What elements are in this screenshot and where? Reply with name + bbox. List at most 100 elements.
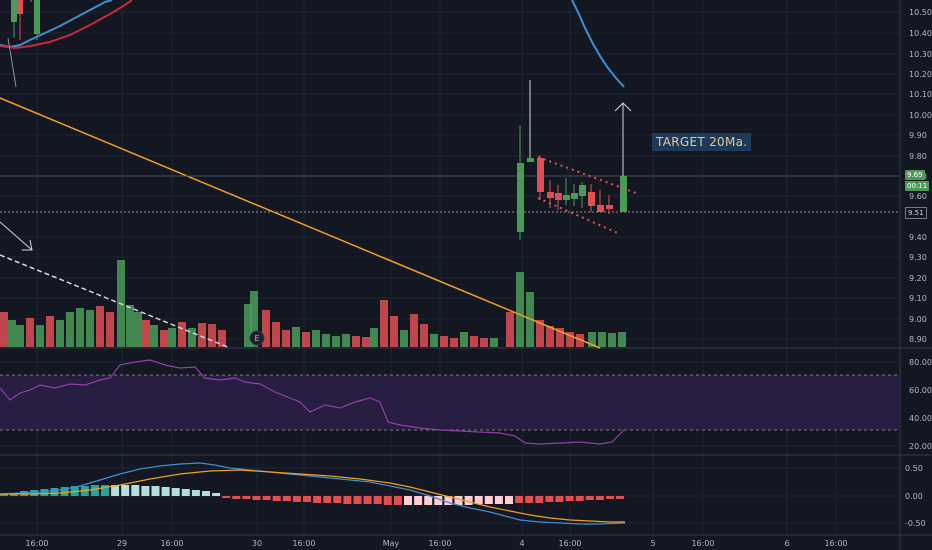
macd-signal-line[interactable] — [0, 469, 625, 523]
volume-bar — [608, 333, 616, 347]
macd-bar — [373, 496, 382, 504]
volume-bar — [480, 338, 488, 347]
price-tick-label: 8.90 — [909, 335, 927, 344]
volume-bar — [250, 291, 258, 347]
volume-bar — [380, 300, 388, 347]
macd-bar — [575, 496, 584, 501]
volume-bar — [370, 328, 378, 347]
time-tick-label: 16:00 — [25, 539, 48, 548]
volume-bar — [244, 304, 252, 347]
volume-bar — [8, 320, 16, 347]
time-tick-label: 6 — [784, 539, 789, 548]
earnings-marker-icon[interactable] — [249, 330, 265, 346]
price-tick-label: 10.40 — [909, 29, 932, 38]
volume-bar — [302, 332, 310, 347]
candle-body — [547, 192, 554, 198]
candles-right — [517, 80, 627, 240]
rsi-tick-label: 20.00 — [909, 442, 932, 451]
rsi-axis[interactable]: 80.00 60.00 40.00 20.00 — [909, 358, 932, 451]
macd-bar — [272, 496, 281, 501]
macd-line[interactable] — [0, 462, 626, 525]
volume-bar — [588, 332, 596, 347]
volume-bar — [126, 305, 134, 347]
macd-bar — [585, 496, 594, 500]
time-tick-label: May — [383, 539, 400, 548]
macd-bar — [515, 496, 524, 503]
macd-bar — [141, 486, 150, 496]
target-annotation[interactable]: TARGET 20Ma. — [652, 133, 752, 151]
time-tick-label: 16:00 — [824, 539, 847, 548]
candle-body — [527, 158, 534, 162]
macd-bar — [282, 496, 291, 501]
macd-bar — [474, 496, 483, 504]
support-trendline-dashed[interactable] — [0, 254, 231, 349]
macd-bar — [323, 496, 332, 503]
ma-blue-line-left[interactable] — [0, 0, 113, 49]
volume-bar — [536, 320, 544, 347]
volume-bar — [218, 330, 226, 347]
volume-bar — [450, 338, 458, 347]
price-tick-label: 9.30 — [909, 253, 927, 262]
price-tick-label: 9.20 — [909, 274, 927, 283]
macd-bar — [121, 485, 130, 496]
time-tick-label: 16:00 — [428, 539, 451, 548]
macd-axis[interactable]: 0.50 0.00 -0.50 — [905, 464, 926, 528]
macd-bar — [161, 487, 170, 496]
volume-bar — [556, 328, 564, 347]
volume-bar — [440, 336, 448, 347]
macd-bar — [484, 496, 493, 504]
macd-bar — [222, 496, 231, 498]
volume-bar — [312, 330, 320, 347]
time-tick-label: 16:00 — [558, 539, 581, 548]
volume-bar — [362, 337, 370, 347]
macd-bar — [535, 496, 544, 503]
macd-bar — [313, 496, 322, 503]
price-tick-label: 9.40 — [909, 233, 927, 242]
candle-body — [517, 163, 524, 232]
volume-bar — [490, 338, 498, 347]
price-tick-label: 10.00 — [909, 111, 932, 120]
macd-bar — [40, 489, 49, 496]
macd-bar — [393, 496, 402, 505]
macd-bar — [171, 488, 180, 496]
macd-bar — [505, 496, 513, 504]
rsi-tick-label: 60.00 — [909, 386, 932, 395]
trend-arrow[interactable] — [0, 221, 33, 251]
macd-bar — [545, 496, 554, 502]
macd-bar — [262, 496, 271, 500]
resistance-trendline[interactable] — [0, 97, 601, 349]
macd-bar — [50, 488, 59, 496]
rsi-line[interactable] — [0, 359, 625, 445]
ma-blue-line-right[interactable] — [571, 0, 625, 88]
macd-bar — [181, 489, 190, 496]
volume-bar — [46, 316, 54, 347]
macd-bar — [444, 496, 453, 505]
price-tick-label: 9.60 — [909, 192, 927, 201]
macd-bar — [434, 496, 443, 505]
target-arrowhead-icon — [614, 102, 632, 112]
macd-bar — [494, 496, 503, 504]
volume-bar — [470, 336, 478, 347]
macd-bar — [454, 496, 463, 505]
volume-bar — [198, 323, 206, 347]
macd-bar — [595, 496, 604, 500]
price-tick-label: 9.80 — [909, 152, 927, 161]
volume-bar — [106, 312, 114, 347]
volume-bar — [506, 312, 514, 347]
time-axis[interactable]: 16:00 29 16:00 30 16:00 May 16:00 4 16:00 5 16:00 6… — [25, 539, 847, 548]
macd-bar — [555, 496, 564, 502]
volume-bar — [142, 320, 150, 347]
price-tick-label: 10.10 — [909, 90, 932, 99]
earnings-marker-label: E — [254, 334, 259, 343]
prev-price-tag: 9.51 — [905, 207, 927, 219]
ma-red-line[interactable] — [0, 0, 133, 50]
price-tick-label: 10.20 — [909, 70, 932, 79]
volume-bar — [160, 330, 168, 347]
countdown-tag: 00:11 — [905, 181, 930, 191]
candle-body — [579, 185, 586, 196]
macd-bar — [232, 496, 241, 499]
rsi-band-fill — [0, 375, 900, 430]
volume-bar — [292, 327, 300, 347]
